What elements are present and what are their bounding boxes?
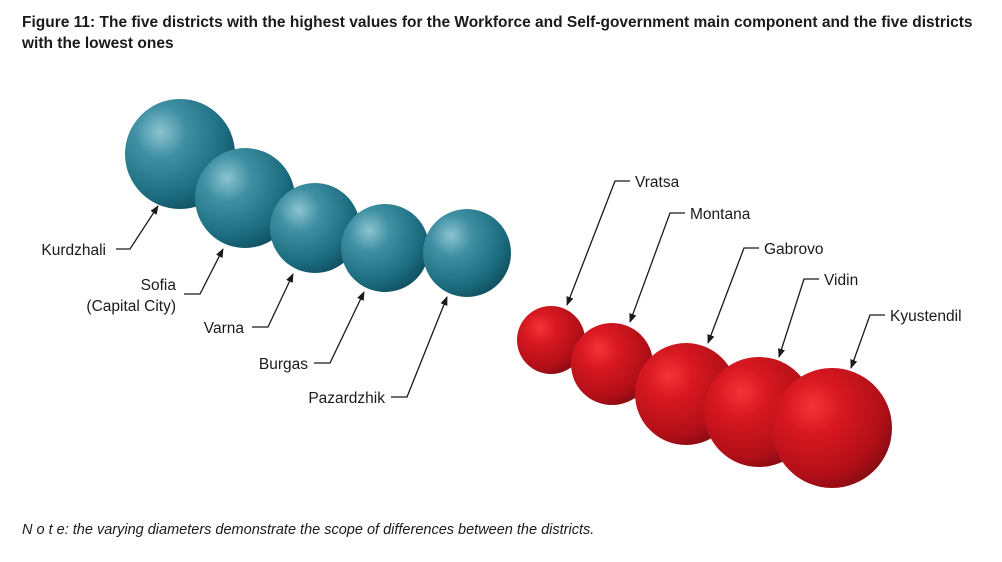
leader-montana bbox=[629, 212, 685, 323]
leader-varna bbox=[252, 273, 294, 328]
label-vratsa: Vratsa bbox=[635, 174, 680, 191]
bubble-pazardzhik bbox=[423, 209, 511, 297]
label-varna: Varna bbox=[204, 320, 245, 337]
label-burgas: Burgas bbox=[259, 356, 308, 373]
bubble-varna bbox=[270, 183, 360, 273]
label-kurdzhali: Kurdzhali bbox=[41, 242, 106, 259]
bubble-sofia bbox=[195, 148, 295, 248]
label-montana: Montana bbox=[690, 206, 751, 223]
figure-title: Figure 11: The five districts with the h… bbox=[22, 14, 973, 52]
label-kyustendil: Kyustendil bbox=[890, 308, 962, 325]
leader-gabrovo bbox=[707, 247, 759, 344]
label-pazardzhik: Pazardzhik bbox=[308, 390, 385, 407]
bubble-burgas bbox=[341, 204, 429, 292]
leader-kyustendil bbox=[850, 314, 885, 369]
bubble-vratsa bbox=[517, 306, 585, 374]
note-prefix: N o t e: bbox=[22, 522, 69, 538]
leader-pazardzhik bbox=[391, 296, 448, 398]
label-sofia-subtitle: (Capital City) bbox=[86, 298, 176, 315]
leader-sofia bbox=[184, 248, 224, 295]
leader-vidin bbox=[778, 278, 819, 358]
label-sofia: Sofia bbox=[141, 277, 177, 294]
leader-burgas bbox=[314, 291, 365, 364]
leader-kurdzhali bbox=[116, 205, 159, 250]
bubble-kyustendil bbox=[772, 368, 892, 488]
label-gabrovo: Gabrovo bbox=[764, 241, 823, 258]
leader-vratsa bbox=[566, 180, 630, 306]
figure-note: N o t e: the varying diameters demonstra… bbox=[22, 522, 982, 538]
bubble-montana bbox=[571, 323, 653, 405]
note-text: the varying diameters demonstrate the sc… bbox=[68, 522, 595, 538]
label-vidin: Vidin bbox=[824, 272, 858, 289]
